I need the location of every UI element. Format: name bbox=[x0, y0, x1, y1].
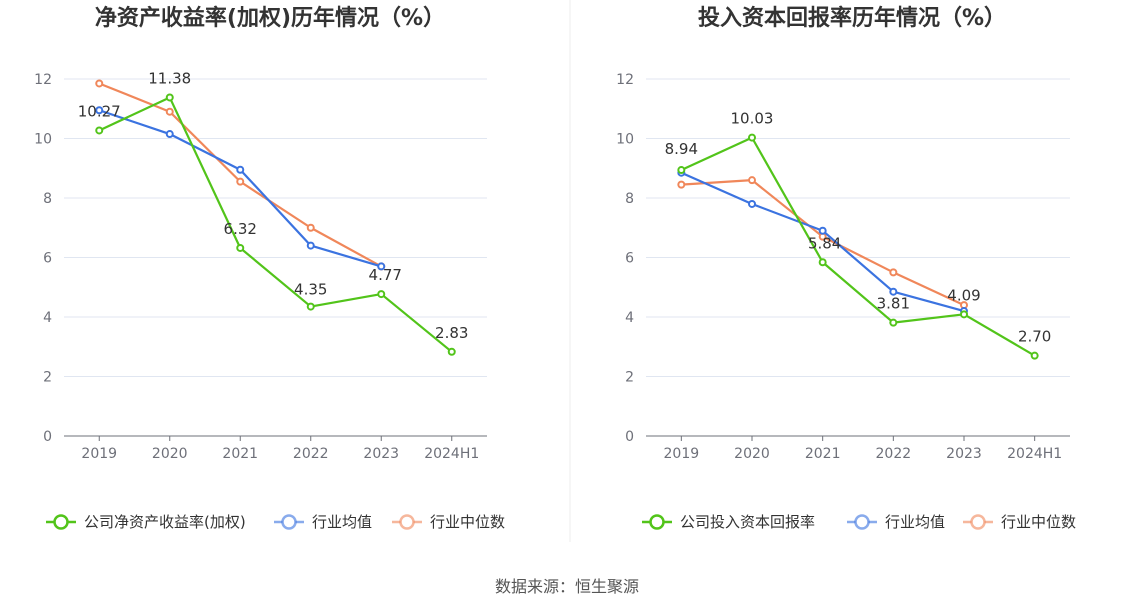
roic-x-tick-label: 2019 bbox=[664, 446, 700, 462]
roic-y-tick-label: 4 bbox=[625, 310, 634, 326]
roic-data-label: 8.94 bbox=[665, 140, 698, 158]
roic-chart-title: 投入资本回报率历年情况（%） bbox=[698, 5, 1006, 31]
roe-legend-marker bbox=[53, 514, 69, 530]
roic-y-tick-label: 8 bbox=[625, 191, 634, 207]
roe-point-industry_median[interactable] bbox=[95, 79, 104, 88]
roe-y-tick-label: 6 bbox=[43, 251, 52, 267]
roic-data-label: 3.81 bbox=[877, 295, 910, 313]
roic-y-tick-label: 0 bbox=[625, 429, 634, 445]
roic-legend-label: 公司投入资本回报率 bbox=[680, 513, 815, 531]
roe-point-company[interactable] bbox=[306, 302, 315, 311]
roic-legend-marker bbox=[854, 514, 870, 530]
roic-legend-item-industry_avg[interactable]: 行业均值 bbox=[847, 513, 945, 531]
roic-point-industry_avg[interactable] bbox=[889, 287, 898, 296]
roe-legend-label: 公司净资产收益率(加权) bbox=[84, 513, 246, 531]
roic-x-tick-label: 2023 bbox=[946, 446, 982, 462]
roic-legend-item-company[interactable]: 公司投入资本回报率 bbox=[642, 513, 815, 531]
roic-point-industry_avg[interactable] bbox=[818, 226, 827, 235]
roic-point-company[interactable] bbox=[889, 318, 898, 327]
roe-point-company[interactable] bbox=[165, 93, 174, 102]
roic-point-company[interactable] bbox=[748, 133, 756, 142]
roe-point-industry_avg[interactable] bbox=[377, 262, 386, 271]
roic-y-tick-label: 10 bbox=[616, 132, 634, 148]
roe-point-industry_avg[interactable] bbox=[165, 130, 174, 139]
roe-data-label: 4.35 bbox=[294, 281, 327, 299]
roe-y-tick-label: 12 bbox=[34, 72, 52, 88]
roe-chart-title: 净资产收益率(加权)历年情况（%） bbox=[95, 5, 445, 31]
roic-point-company[interactable] bbox=[960, 310, 968, 319]
roe-point-industry_median[interactable] bbox=[236, 177, 245, 186]
roe-series-line-company bbox=[98, 96, 453, 353]
roe-point-industry_avg[interactable] bbox=[95, 106, 104, 115]
roic-data-label: 10.03 bbox=[731, 110, 774, 128]
roic-point-company[interactable] bbox=[677, 166, 686, 175]
roic-x-tick-label: 2020 bbox=[734, 446, 770, 462]
roe-legend-label: 行业均值 bbox=[312, 513, 372, 531]
roe-point-company[interactable] bbox=[377, 290, 386, 299]
roe-y-tick-label: 2 bbox=[43, 370, 52, 386]
roe-legend-item-industry_avg[interactable]: 行业均值 bbox=[274, 513, 372, 531]
roe-y-tick-label: 8 bbox=[43, 191, 52, 207]
roe-legend-item-company[interactable]: 公司净资产收益率(加权) bbox=[46, 513, 246, 531]
roe-y-tick-label: 4 bbox=[43, 310, 52, 326]
roic-x-tick-label: 2024H1 bbox=[1007, 446, 1062, 462]
roic-data-label: 4.09 bbox=[947, 286, 980, 304]
roe-x-tick-label: 2024H1 bbox=[424, 446, 479, 462]
roic-point-industry_median[interactable] bbox=[677, 180, 686, 189]
roe-point-industry_median[interactable] bbox=[165, 107, 174, 116]
roe-x-tick-label: 2021 bbox=[222, 446, 258, 462]
roic-legend-item-industry_median[interactable]: 行业中位数 bbox=[963, 513, 1076, 531]
roe-legend-label: 行业中位数 bbox=[430, 513, 505, 531]
roic-x-tick-label: 2022 bbox=[876, 446, 912, 462]
roe-point-company[interactable] bbox=[236, 243, 245, 252]
roic-legend-label: 行业中位数 bbox=[1001, 513, 1076, 531]
roic-point-industry_median[interactable] bbox=[748, 176, 756, 185]
roe-legend-item-industry_median[interactable]: 行业中位数 bbox=[392, 513, 505, 531]
roe-x-tick-label: 2023 bbox=[363, 446, 399, 462]
roic-data-label: 2.70 bbox=[1018, 328, 1051, 346]
roe-chart-panel: 净资产收益率(加权)历年情况（%） 0 2 4 6 8 10 12 2019 2020 2021 20… bbox=[34, 5, 505, 531]
roic-y-tick-label: 2 bbox=[625, 370, 634, 386]
roic-x-tick-label: 2021 bbox=[805, 446, 841, 462]
roe-point-company[interactable] bbox=[95, 126, 104, 135]
roic-point-industry_avg[interactable] bbox=[748, 199, 756, 208]
roe-point-company[interactable] bbox=[447, 347, 456, 356]
roic-legend-label: 行业均值 bbox=[885, 513, 945, 531]
roe-legend-marker bbox=[281, 514, 297, 530]
roe-y-tick-label: 0 bbox=[43, 429, 52, 445]
roe-x-tick-label: 2020 bbox=[152, 446, 188, 462]
roic-data-label: 5.84 bbox=[808, 234, 841, 252]
roic-point-company[interactable] bbox=[1030, 351, 1039, 360]
roe-data-label: 2.83 bbox=[435, 324, 468, 342]
roic-y-tick-label: 6 bbox=[625, 251, 634, 267]
roe-y-tick-label: 10 bbox=[34, 132, 52, 148]
roic-legend-marker bbox=[649, 514, 665, 530]
roe-point-industry_median[interactable] bbox=[306, 223, 315, 232]
roic-y-tick-label: 12 bbox=[616, 72, 634, 88]
roic-point-industry_median[interactable] bbox=[889, 268, 898, 277]
roe-point-industry_avg[interactable] bbox=[306, 241, 315, 250]
roic-legend-marker bbox=[970, 514, 986, 530]
roe-data-label: 4.77 bbox=[369, 266, 402, 284]
roic-series-line-company bbox=[680, 136, 1036, 357]
roe-data-label: 11.38 bbox=[148, 69, 191, 87]
roic-chart-panel: 投入资本回报率历年情况（%） 0 2 4 6 8 10 12 2019 2020 2021 2022 2… bbox=[616, 5, 1076, 531]
data-source-note: 数据来源：恒生聚源 bbox=[495, 577, 639, 596]
roic-point-company[interactable] bbox=[818, 258, 827, 267]
roe-point-industry_avg[interactable] bbox=[236, 165, 245, 174]
roe-x-tick-label: 2022 bbox=[293, 446, 329, 462]
roe-legend-marker bbox=[399, 514, 415, 530]
roe-data-label: 10.27 bbox=[78, 102, 121, 120]
roe-data-label: 6.32 bbox=[224, 220, 257, 238]
roe-x-tick-label: 2019 bbox=[81, 446, 117, 462]
